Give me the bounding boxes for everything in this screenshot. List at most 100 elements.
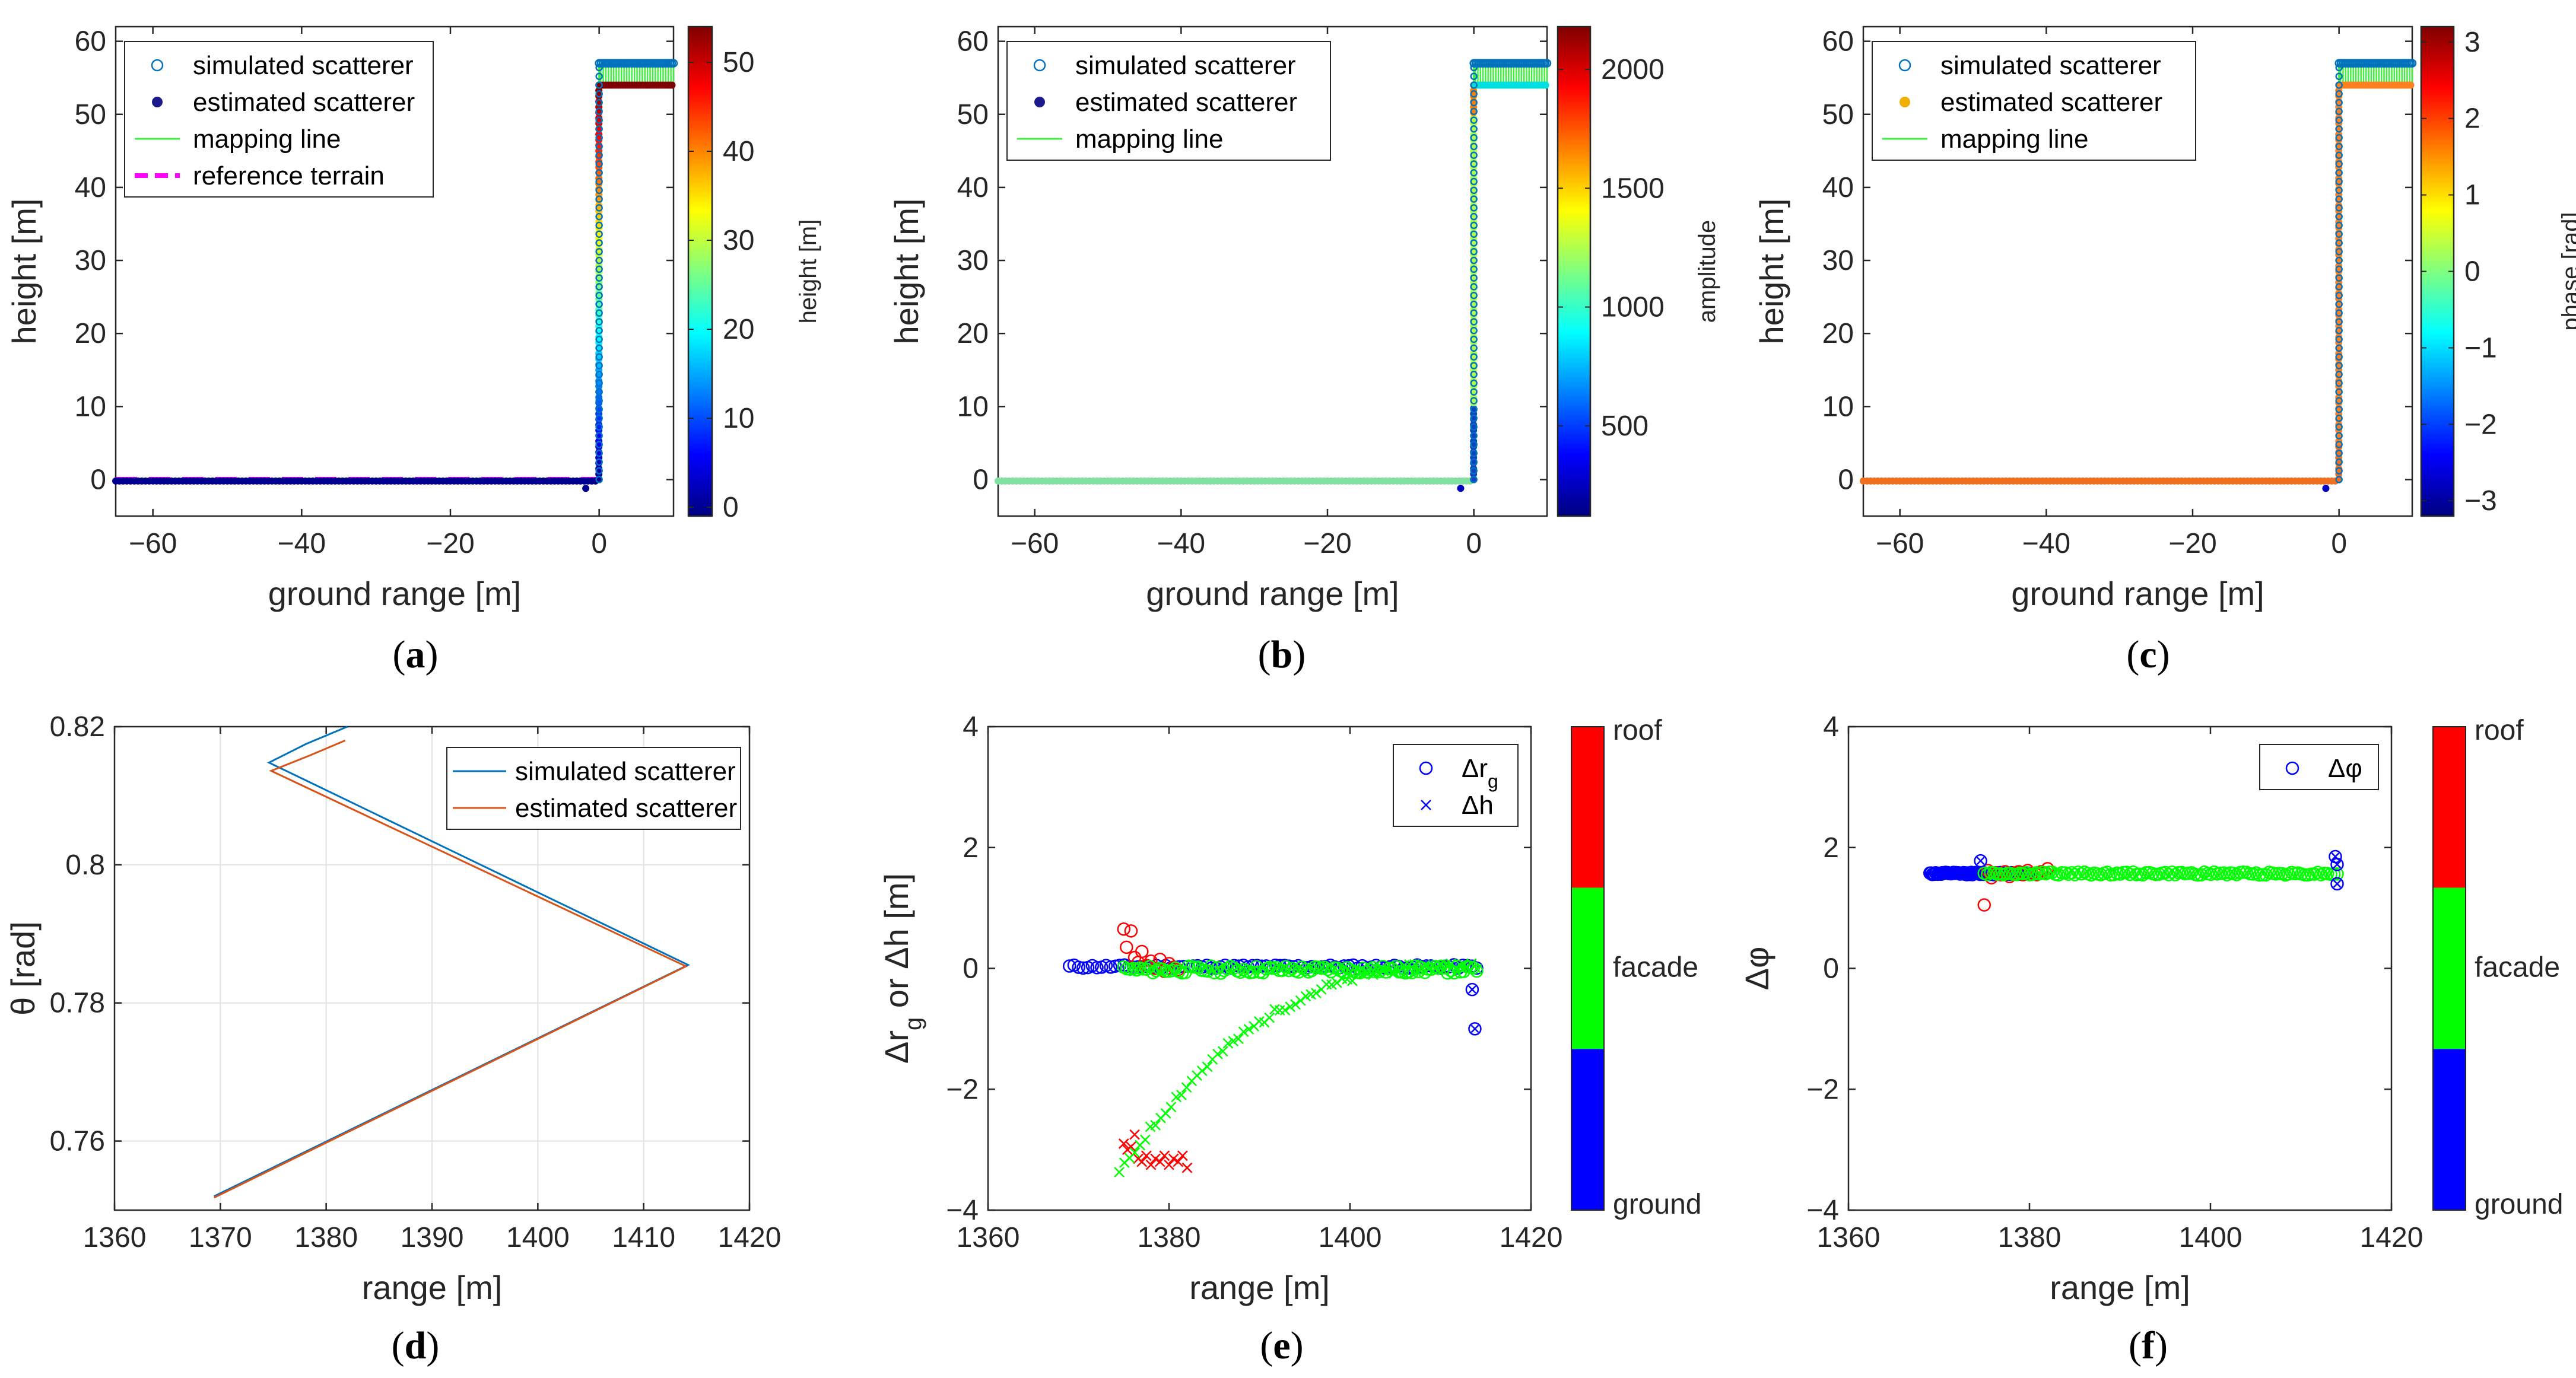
data-point	[1304, 963, 1319, 978]
estimated-facade-point	[2335, 268, 2343, 275]
estimated-facade-point	[2335, 224, 2343, 231]
simulated-facade-point	[595, 195, 603, 203]
data-point	[1324, 965, 1338, 979]
y-axis-label: height [m]	[888, 199, 925, 345]
colorbar-tick-label: 20	[723, 314, 754, 345]
panel-label: (e)	[1260, 1324, 1303, 1367]
data-point	[1366, 961, 1380, 975]
estimated-facade-point	[2335, 311, 2343, 319]
data-point	[1154, 1156, 1165, 1167]
estimated-facade-point	[2335, 92, 2343, 100]
simulated-facade-point	[2335, 133, 2343, 142]
simulated-facade-point	[2335, 248, 2343, 256]
estimated-facade-point	[1470, 289, 1478, 297]
colorbar-tick-label: 0	[2464, 256, 2480, 288]
legend-c: simulated scatterer estimated scatterer ma…	[1872, 41, 2196, 161]
data-point	[1130, 963, 1144, 977]
legend-marker-sim	[1033, 59, 1046, 72]
simulated-facade-point	[1470, 300, 1478, 308]
legend-marker	[2285, 761, 2299, 775]
axes-f: 1360 1380 1400 1420 −4 −2 0 2 4 range [m] Δφ	[1738, 711, 2423, 1306]
simulated-facade-point	[595, 344, 603, 352]
y-tick-label: 30	[957, 245, 989, 276]
simulated-facade-point	[1470, 212, 1478, 221]
outlier-point	[1976, 857, 1985, 865]
x-axis-label: range [m]	[362, 1269, 503, 1306]
simulated-facade-point	[2335, 177, 2343, 186]
simulated-facade-point	[595, 98, 603, 107]
data-point	[2068, 868, 2082, 881]
simulated-facade-point	[1470, 353, 1478, 361]
simulated-facade-point	[2335, 335, 2343, 343]
legend-entry: estimated scatterer	[515, 794, 737, 823]
colorbar-category-label: facade	[2475, 952, 2560, 984]
simulated-facade-point	[2335, 291, 2343, 300]
simulated-facade-point	[1470, 125, 1478, 133]
simulated-facade-point	[2335, 160, 2343, 168]
simulated-facade-point	[595, 441, 603, 448]
simulated-facade-point	[2335, 212, 2343, 221]
x-tick-label: −40	[278, 528, 326, 559]
panel-label: (a)	[393, 633, 439, 676]
simulated-facade-point	[1470, 177, 1478, 186]
y-tick-label: 4	[1823, 711, 1839, 743]
simulated-facade-point	[1470, 362, 1478, 370]
data-point	[1279, 1005, 1291, 1016]
simulated-facade-point	[595, 221, 603, 230]
colorbar-border	[2432, 726, 2466, 1211]
simulated-facade-point	[595, 177, 603, 186]
simulated-facade-point	[595, 467, 603, 475]
x-tick-label: 0	[1466, 528, 1482, 559]
estimated-facade-point	[2335, 180, 2343, 187]
simulated-facade-point	[1470, 414, 1478, 422]
data-point	[1204, 959, 1218, 973]
simulated-facade-point	[2335, 81, 2343, 89]
estimated-roof-point	[668, 81, 676, 89]
data-point	[2330, 867, 2344, 881]
outlier-point	[2330, 858, 2344, 871]
estimated-facade-point	[1470, 333, 1478, 341]
axes-box	[1862, 26, 2413, 517]
data-point	[1228, 1036, 1239, 1047]
y-tick-label: 0	[963, 953, 979, 985]
colorbar-tick-label: 2	[2464, 103, 2480, 135]
data-point	[1139, 962, 1154, 976]
data-point	[1317, 960, 1332, 975]
simulated-facade-point	[1470, 90, 1478, 98]
simulated-facade-point	[595, 256, 603, 265]
estimated-facade-point	[595, 333, 603, 341]
simulated-facade-point	[1470, 186, 1478, 195]
simulated-facade-point	[595, 283, 603, 291]
data-point	[1383, 965, 1394, 976]
data-point	[1143, 960, 1157, 973]
data-point	[2126, 865, 2140, 879]
data-point	[2194, 868, 2208, 881]
simulated-facade-point	[595, 125, 603, 133]
x-tick-label: −60	[1011, 528, 1059, 559]
simulated-facade-point	[595, 133, 603, 142]
simulated-facade-point	[1470, 239, 1478, 247]
x-tick-label: −60	[1876, 528, 1924, 559]
simulated-facade-point	[2335, 362, 2343, 370]
data-point	[1227, 961, 1241, 975]
outlier-point	[2333, 860, 2342, 869]
simulated-facade-point	[1470, 151, 1478, 159]
simulated-facade-point	[2335, 204, 2343, 212]
y-tick-label: 20	[75, 318, 106, 349]
estimated-facade-point	[1470, 355, 1478, 363]
data-point	[2051, 868, 2066, 882]
y-tick-label: 2	[963, 832, 979, 864]
data-point	[1321, 962, 1335, 976]
y-tick-label: 60	[75, 26, 106, 58]
data-point	[1221, 962, 1234, 976]
data-point	[1129, 1147, 1141, 1158]
estimated-facade-point	[595, 92, 603, 100]
estimated-facade-point	[1470, 311, 1478, 319]
simulated-facade-point	[1470, 335, 1478, 343]
x-tick-label: 1410	[612, 1222, 675, 1253]
x-tick-label: 1390	[401, 1222, 464, 1253]
legend-entry: mapping line	[193, 125, 341, 154]
legend-box	[1393, 744, 1519, 827]
